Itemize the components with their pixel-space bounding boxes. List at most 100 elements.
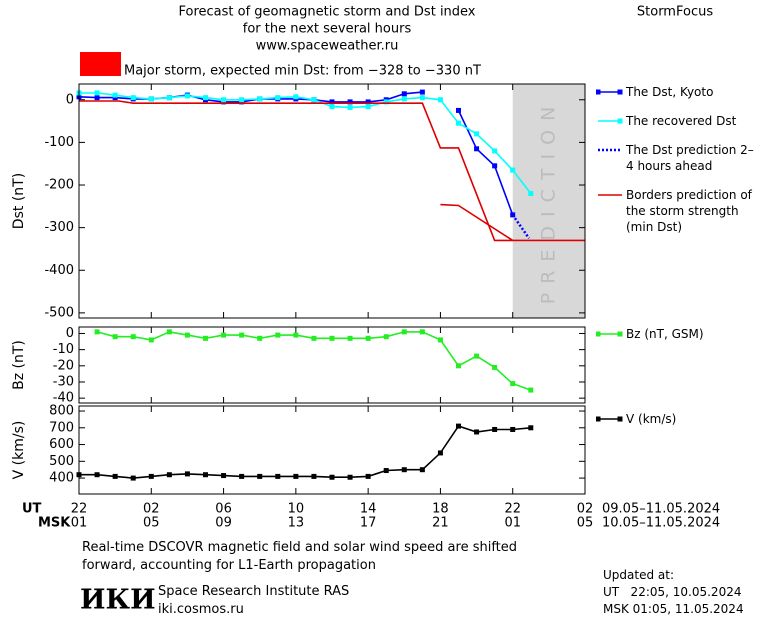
x-tick-label: 10 [288, 502, 305, 517]
data-point [492, 163, 498, 169]
legend-marker [596, 331, 601, 337]
data-point [112, 334, 118, 340]
data-point [456, 423, 461, 429]
data-point [474, 146, 480, 152]
data-point [401, 329, 407, 335]
updated-line: MSK 01:05, 11.05.2024 [603, 602, 744, 616]
legend-marker [617, 118, 623, 124]
data-point [329, 99, 335, 105]
data-point [94, 95, 100, 101]
legend-label: Bz (nT, GSM) [626, 327, 704, 341]
data-point [437, 337, 443, 343]
data-point [437, 97, 443, 103]
data-point [401, 467, 407, 473]
panel-frame [78, 405, 586, 495]
legend-swatch [598, 118, 623, 124]
y-tick-label: -100 [44, 135, 74, 150]
series-line [79, 92, 532, 194]
data-point [347, 104, 353, 110]
x-tick-label-msk: 05 [577, 516, 594, 531]
data-point [329, 335, 335, 341]
data-point [112, 92, 118, 98]
data-point [148, 337, 154, 343]
data-point [275, 332, 281, 338]
x-tick-label-msk: 17 [360, 516, 377, 531]
legend-entry: Bz (nT, GSM) [596, 326, 758, 342]
url: iki.cosmos.ru [158, 602, 244, 617]
legend-label: Borders prediction of the storm strength… [626, 188, 752, 234]
x-tick-label-msk: 05 [143, 516, 160, 531]
y-tick-label: 800 [49, 404, 74, 419]
legend-label: The Dst prediction 2–4 hours ahead [626, 143, 754, 173]
data-point [112, 473, 118, 479]
x-tick-label: 02 [577, 502, 594, 517]
data-point [492, 148, 498, 154]
y-tick-label: -40 [53, 391, 74, 406]
data-point [239, 473, 245, 479]
data-point [347, 474, 353, 480]
y-tick-label: -10 [53, 342, 74, 357]
data-point [184, 332, 190, 338]
title-line: for the next several hours [243, 22, 412, 37]
data-point [311, 335, 317, 341]
data-point [148, 96, 154, 102]
data-point [203, 335, 208, 341]
legend: V (km/s) [596, 411, 758, 440]
x-tick-label: 18 [432, 502, 449, 517]
data-point [329, 474, 335, 480]
data-point [456, 120, 461, 126]
data-point [293, 94, 299, 100]
msk-label: MSK [38, 516, 71, 531]
data-point [184, 93, 190, 99]
y-tick-label: -400 [44, 263, 74, 278]
data-point [94, 472, 100, 478]
note-line: forward, accounting for L1-Earth propaga… [82, 558, 376, 573]
data-point [528, 425, 534, 431]
data-point [239, 332, 245, 338]
x-tick-label: 22 [504, 502, 521, 517]
panel-frame [78, 326, 586, 404]
legend: The Dst, Kyoto The recovered Dst The Dst p… [596, 84, 758, 248]
data-point [383, 99, 389, 105]
prediction-label: PREDICTION [537, 98, 559, 305]
legend-marker [596, 89, 601, 95]
y-tick-label: -200 [44, 178, 74, 193]
series-line [79, 91, 514, 216]
x-tick-label-msk: 01 [71, 516, 88, 531]
alert-box [80, 52, 121, 76]
data-point [474, 131, 480, 137]
data-point [419, 467, 425, 473]
x-tick-label-msk: 13 [288, 516, 305, 531]
note-line: Real-time DSCOVR magnetic field and sola… [82, 540, 518, 555]
data-point [112, 95, 118, 101]
series-line [79, 425, 531, 479]
data-point [148, 473, 154, 479]
ut-label: UT [22, 502, 42, 517]
data-point [419, 329, 425, 335]
data-point [365, 335, 371, 341]
legend-entry: V (km/s) [596, 411, 758, 427]
data-point [365, 99, 371, 105]
legend-marker [617, 416, 623, 422]
series-line [79, 100, 585, 242]
y-axis-title: V (km/s) [11, 421, 27, 480]
data-point [94, 329, 100, 335]
data-point [311, 473, 317, 479]
legend-marker [617, 331, 623, 337]
series-line [511, 214, 531, 240]
legend-label: The recovered Dst [626, 114, 737, 128]
legend-entry: Borders prediction of the storm strength… [596, 187, 758, 235]
prediction-zone [512, 84, 585, 318]
logo: ИКИ [80, 585, 156, 616]
data-point [510, 426, 516, 432]
legend-entry: The Dst, Kyoto [596, 84, 758, 100]
data-point [401, 96, 407, 102]
updated-line: Updated at: [603, 568, 674, 582]
data-point [419, 95, 425, 101]
x-tick-label: 06 [215, 502, 232, 517]
y-tick-label: 500 [49, 454, 74, 469]
x-tick-label: 22 [71, 502, 88, 517]
data-point [329, 104, 335, 110]
data-point [203, 472, 208, 478]
